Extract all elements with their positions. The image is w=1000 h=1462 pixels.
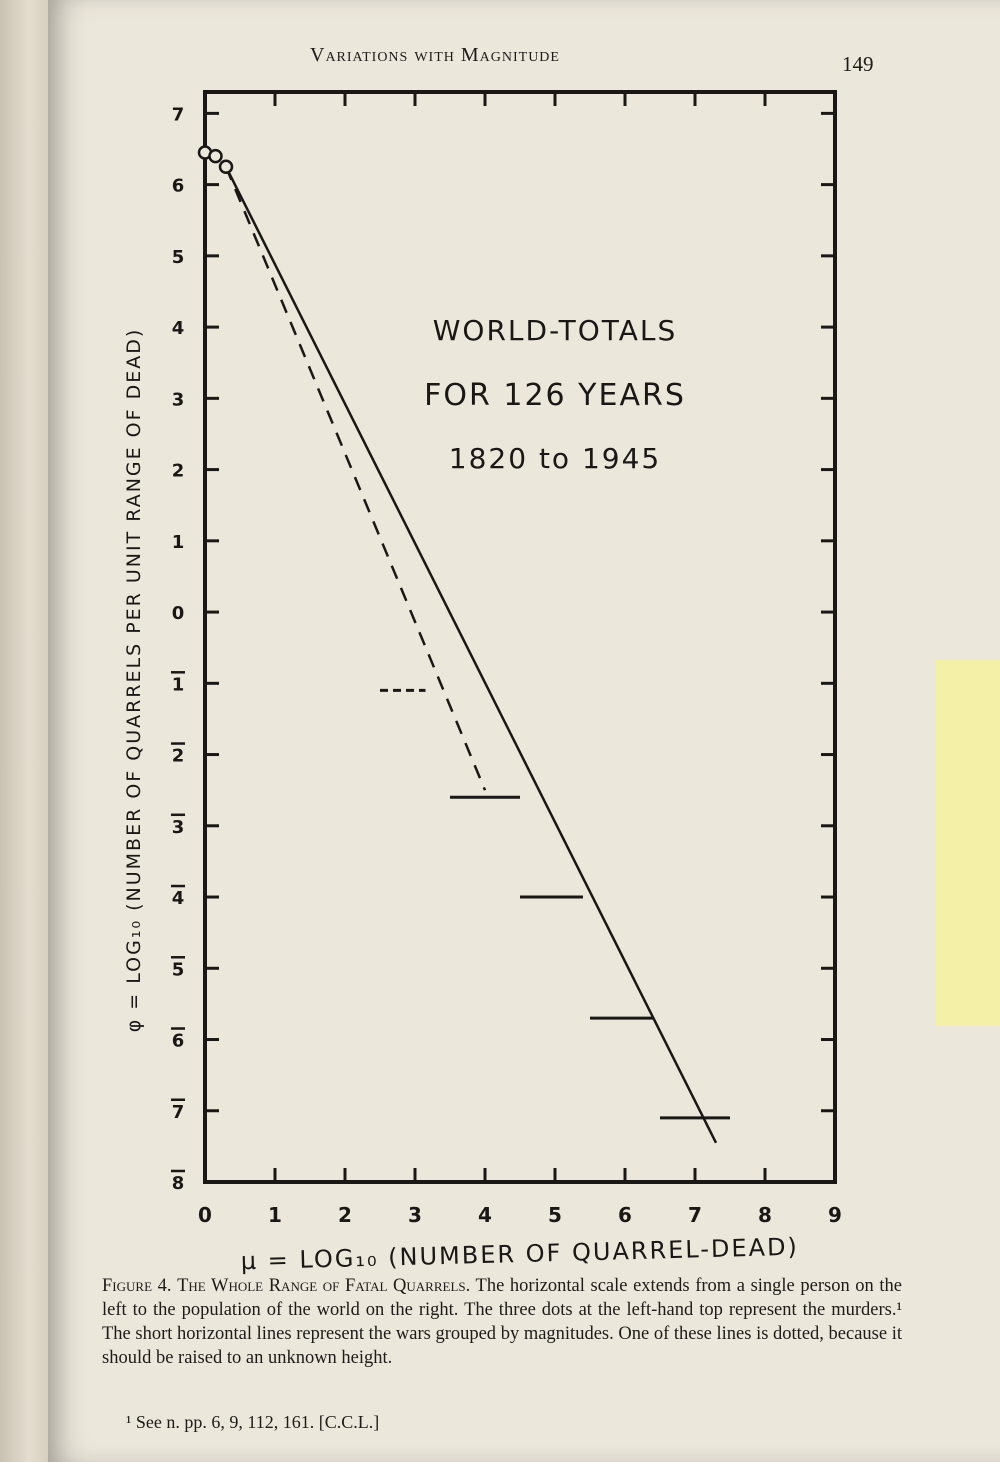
plot-border bbox=[203, 90, 837, 1184]
x-tick-label: 8 bbox=[758, 1203, 772, 1227]
x-tick-label: 6 bbox=[618, 1203, 632, 1227]
annotation: WORLD-TOTALS FOR 126 YEARS 1820 to 1945 bbox=[424, 314, 686, 475]
annotation-line: 1820 to 1945 bbox=[449, 442, 661, 475]
solid-fit-line bbox=[224, 166, 718, 1144]
murder-point bbox=[208, 148, 223, 164]
x-tick-labels: 0 1 2 3 4 5 6 7 8 9 bbox=[198, 1203, 842, 1227]
y-tick-label: 1 bbox=[172, 674, 185, 695]
x-tick-label: 1 bbox=[268, 1203, 282, 1227]
x-tick-label: 5 bbox=[548, 1203, 562, 1227]
x-tick-label: 3 bbox=[408, 1203, 422, 1227]
x-tick-label: 9 bbox=[828, 1203, 842, 1227]
y-tick-label: 2 bbox=[172, 746, 185, 767]
murder-point bbox=[218, 159, 234, 175]
y-tick-label: 1 bbox=[172, 532, 185, 553]
y-tick-label: 5 bbox=[172, 247, 185, 268]
y-tick-label: 6 bbox=[172, 176, 185, 197]
facing-page-edge bbox=[0, 0, 48, 1462]
figure-label: Figure 4. bbox=[102, 1276, 172, 1296]
y-tick-label: 4 bbox=[172, 318, 185, 339]
caption-text: The horizontal scale extends from a sing… bbox=[102, 1276, 902, 1368]
y-tick-label: 8 bbox=[172, 1173, 185, 1194]
x-tick-label: 0 bbox=[198, 1203, 212, 1227]
y-tick-label: 6 bbox=[172, 1031, 185, 1052]
ticks bbox=[205, 92, 835, 1184]
y-tick-label: 4 bbox=[172, 888, 185, 909]
x-tick-label: 4 bbox=[478, 1203, 492, 1227]
y-tick-label: 5 bbox=[172, 959, 185, 980]
y-tick-label: 2 bbox=[172, 461, 185, 482]
x-tick-label: 7 bbox=[688, 1203, 702, 1227]
figure-caption: Figure 4. The Whole Range of Fatal Quarr… bbox=[102, 1274, 902, 1370]
murder-points bbox=[197, 145, 234, 175]
y-tick-labels: 7 6 5 4 3 2 1 0 1 2 3 4 5 6 7 8 bbox=[171, 104, 185, 1194]
sticky-note bbox=[936, 660, 1000, 1025]
page-number: 149 bbox=[842, 52, 874, 76]
fit-lines bbox=[224, 166, 718, 1144]
y-tick-label: 0 bbox=[172, 603, 185, 624]
y-tick-label: 7 bbox=[172, 1102, 185, 1123]
annotation-line: FOR 126 YEARS bbox=[424, 378, 686, 413]
y-tick-label: 3 bbox=[172, 389, 185, 410]
x-axis-label: μ = LOG₁₀ (NUMBER OF QUARREL-DEAD) bbox=[240, 1233, 799, 1276]
footnote: ¹ See n. pp. 6, 9, 112, 161. [C.C.L.] bbox=[126, 1412, 380, 1432]
running-head: Variations with Magnitude bbox=[310, 44, 560, 66]
plot-frame bbox=[203, 90, 837, 1184]
y-tick-label: 3 bbox=[172, 817, 185, 838]
annotation-line: WORLD-TOTALS bbox=[433, 314, 677, 347]
x-tick-label: 2 bbox=[338, 1203, 352, 1227]
war-group-bars bbox=[380, 688, 730, 1120]
figure-title: The Whole Range of Fatal Quarrels. bbox=[177, 1276, 471, 1296]
book-page bbox=[40, 0, 1000, 1462]
dashed-fit-line bbox=[224, 166, 487, 791]
y-tick-label: 7 bbox=[172, 104, 185, 125]
y-axis-label: φ = LOG₁₀ (NUMBER OF QUARRELS PER UNIT R… bbox=[123, 328, 145, 1033]
